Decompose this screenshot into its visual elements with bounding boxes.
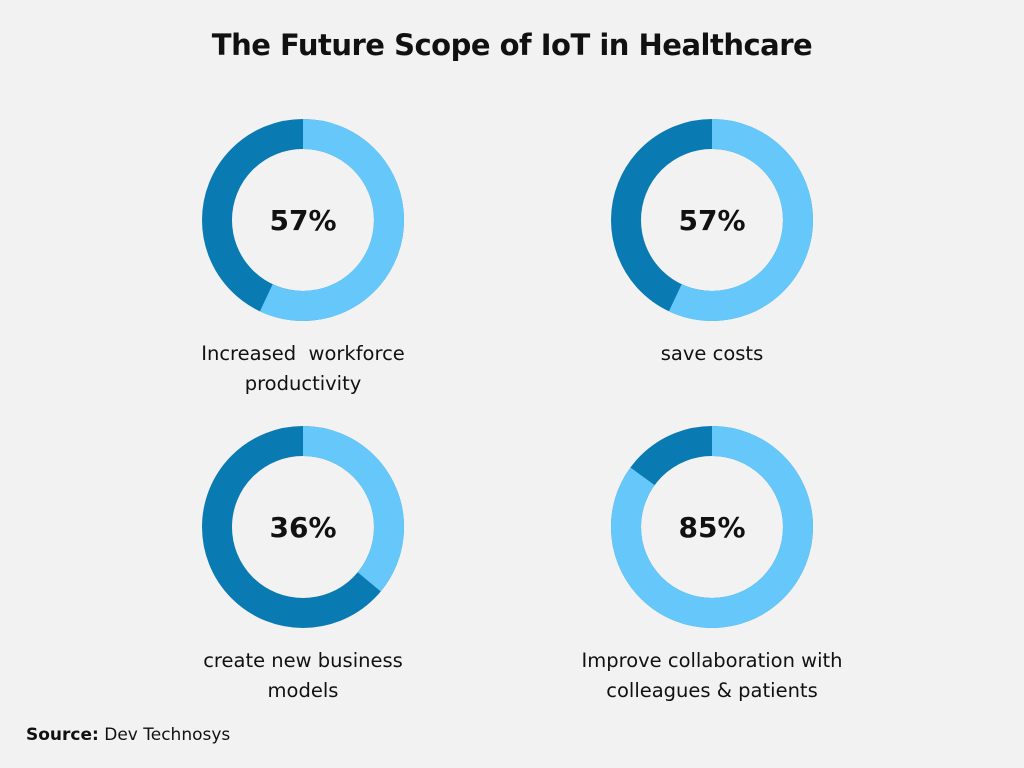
donut-value-segment — [611, 119, 813, 321]
donut-category-label: Increased workforce productivity — [123, 339, 483, 399]
label-line: Increased workforce — [201, 342, 405, 365]
donut-value-label: 85% — [678, 511, 745, 544]
label-line: create new business — [203, 649, 403, 672]
label-line: save costs — [660, 342, 764, 365]
source-note: Source: Dev Technosys — [26, 725, 230, 745]
donut-value-label: 36% — [269, 511, 336, 544]
donut-2: 57% — [611, 119, 813, 321]
donut-category-label: save costs — [532, 339, 892, 369]
donut-value-segment — [202, 426, 404, 628]
donut-1: 57% — [202, 119, 404, 321]
source-label: Source: — [26, 725, 99, 745]
source-name: Dev Technosys — [104, 725, 231, 745]
donut-value-segment — [202, 119, 404, 321]
label-line: models — [267, 679, 339, 702]
label-line: colleagues & patients — [606, 679, 818, 702]
label-line: productivity — [244, 372, 362, 395]
donut-3: 36% — [202, 426, 404, 628]
donut-category-label: Improve collaboration with colleagues & p… — [532, 646, 892, 706]
donut-4: 85% — [611, 426, 813, 628]
donut-value-segment — [611, 426, 813, 628]
donut-value-label: 57% — [678, 204, 745, 237]
donut-value-label: 57% — [269, 204, 336, 237]
chart-title: The Future Scope of IoT in Healthcare — [211, 28, 813, 62]
label-line: Improve collaboration with — [581, 649, 843, 672]
donut-category-label: create new business models — [123, 646, 483, 706]
